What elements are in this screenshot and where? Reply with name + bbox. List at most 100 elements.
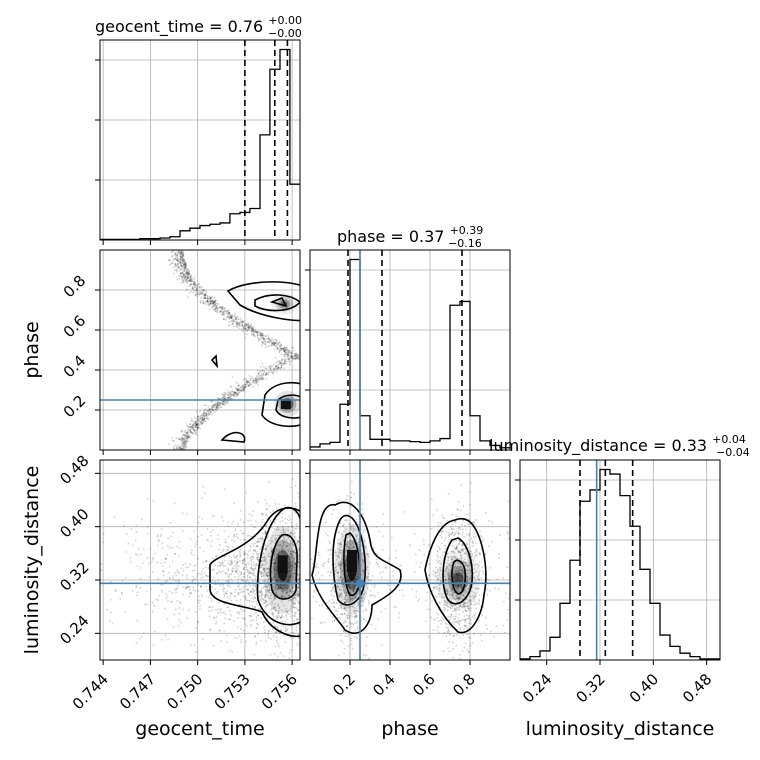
sample-point (208, 409, 210, 412)
sample-point (240, 638, 243, 641)
sample-point (216, 404, 219, 407)
sample-point (246, 382, 248, 385)
sample-point (447, 572, 450, 574)
sample-point (139, 637, 141, 640)
sample-point (237, 388, 240, 391)
sample-point (282, 579, 285, 582)
sample-point (166, 579, 169, 582)
sample-point (134, 539, 137, 542)
sample-point (237, 389, 240, 392)
sample-point (223, 397, 226, 400)
sample-point (243, 389, 246, 392)
sample-point (209, 300, 212, 303)
sample-point (470, 603, 473, 606)
sample-point (256, 332, 259, 335)
sample-point (268, 571, 271, 574)
sample-point (231, 393, 233, 395)
sample-point (167, 259, 170, 262)
sample-point (428, 543, 431, 546)
sample-point (441, 617, 444, 620)
sample-point (187, 280, 190, 283)
sample-point (252, 569, 255, 571)
sample-point (249, 382, 252, 385)
sample-point (256, 501, 259, 504)
sample-point (221, 562, 223, 564)
sample-point (285, 607, 288, 610)
sample-point (352, 590, 354, 593)
sample-point (260, 521, 263, 524)
sample-point (197, 293, 200, 296)
sample-point (355, 616, 358, 618)
sample-point (434, 586, 437, 589)
sample-point (294, 527, 297, 530)
sample-point (254, 330, 257, 333)
sample-point (177, 253, 180, 255)
sample-point (364, 529, 367, 532)
sample-point (178, 547, 181, 550)
sample-point (189, 279, 192, 282)
sample-point (222, 590, 225, 593)
sample-point (488, 589, 491, 592)
sample-point (462, 627, 465, 630)
sample-point (170, 535, 173, 538)
sample-point (382, 570, 384, 573)
sample-point (195, 423, 197, 425)
sample-point (469, 550, 472, 553)
sample-point (182, 529, 185, 532)
sample-point (471, 541, 474, 543)
sample-point (338, 551, 340, 554)
sample-point (505, 592, 507, 594)
sample-point (231, 376, 234, 378)
sample-point (266, 341, 269, 344)
sample-point (163, 561, 166, 564)
sample-point (228, 317, 231, 320)
sample-point (447, 578, 450, 580)
sample-point (287, 662, 289, 664)
sample-point (339, 605, 342, 607)
sample-point (265, 377, 267, 380)
sample-point (183, 438, 185, 440)
sample-point (182, 272, 185, 275)
sample-point (255, 616, 258, 619)
sample-point (272, 565, 274, 568)
sample-point (442, 596, 445, 599)
sample-point (201, 416, 204, 419)
sample-point (160, 583, 163, 586)
sample-point (227, 311, 230, 314)
sample-point (176, 453, 178, 455)
sample-point (191, 287, 194, 290)
sample-point (204, 303, 207, 306)
sample-point (215, 405, 217, 408)
sample-point (199, 421, 202, 423)
sample-point (375, 525, 378, 528)
sample-point (265, 508, 268, 511)
sample-point (291, 586, 294, 589)
sample-point (446, 630, 449, 633)
sample-point (288, 358, 291, 361)
sample-point (231, 580, 234, 583)
sample-point (193, 283, 196, 285)
sample-point (270, 597, 272, 600)
sample-point (241, 387, 244, 390)
sample-point (212, 528, 215, 531)
sample-point (209, 534, 212, 537)
sample-point (364, 546, 367, 548)
sample-point (188, 595, 191, 598)
sample-point (294, 505, 297, 508)
sample-point (189, 276, 192, 279)
sample-point (394, 661, 396, 663)
sample-point (203, 294, 206, 297)
sample-point (280, 347, 283, 350)
sample-point (209, 411, 212, 413)
title-phase-minus: −0.16 (448, 237, 482, 250)
sample-point (275, 528, 278, 531)
sample-point (203, 409, 205, 412)
sample-point (285, 544, 288, 547)
sample-point (182, 257, 184, 260)
sample-point (173, 448, 176, 450)
sample-point (277, 366, 280, 369)
sample-point (250, 384, 253, 387)
sample-point (187, 436, 189, 439)
sample-point (239, 573, 242, 576)
sample-point (178, 438, 181, 441)
